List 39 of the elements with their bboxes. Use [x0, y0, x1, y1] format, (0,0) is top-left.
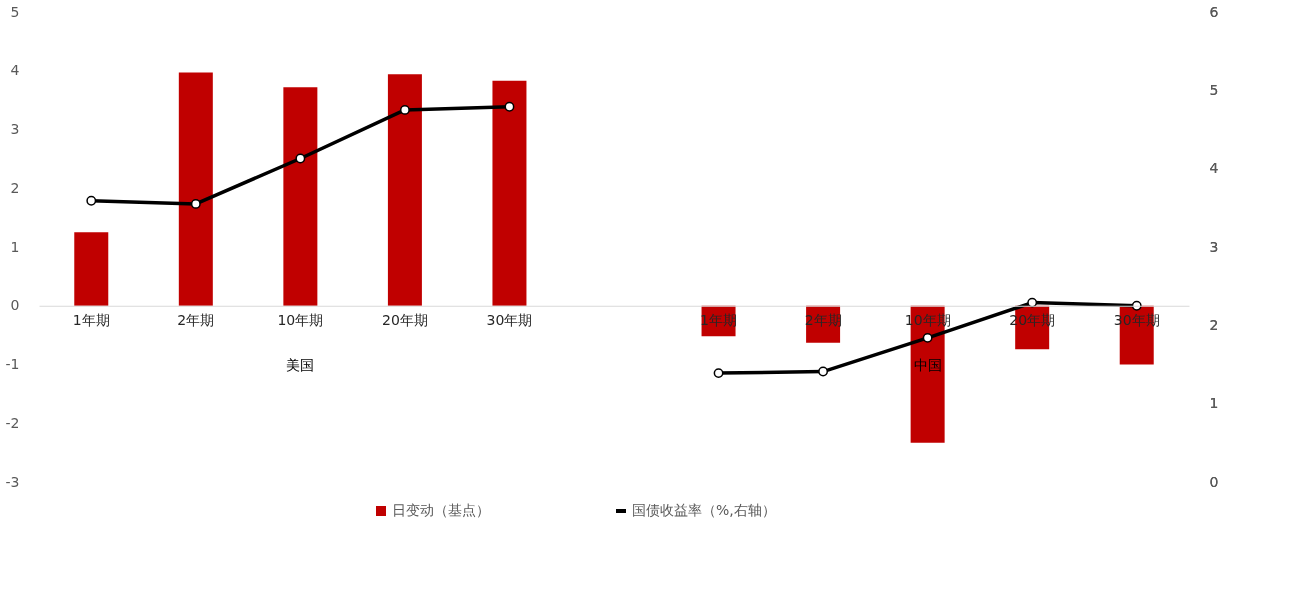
- point: [190, 198, 201, 209]
- point: [86, 195, 97, 206]
- y2-tick-label: 3: [1209, 238, 1219, 255]
- y-tick-label: 2: [10, 179, 20, 196]
- x-tick-label: 1年期: [72, 312, 110, 329]
- point: [504, 101, 515, 112]
- bar: [178, 72, 213, 306]
- point: [713, 368, 724, 379]
- point: [922, 332, 933, 343]
- point: [295, 153, 306, 164]
- y-tick-label: 4: [10, 62, 20, 79]
- bar: [283, 87, 318, 306]
- annotation: 美国: [286, 356, 315, 373]
- bar: [492, 80, 527, 306]
- y-tick-label: 1: [10, 238, 20, 255]
- y2-tick-label: 2: [1209, 316, 1219, 333]
- legend-label: 国债收益率（%,右轴）: [632, 502, 776, 518]
- y2-tick-label: 5: [1209, 81, 1219, 98]
- x-tick-label: 2年期: [177, 312, 215, 329]
- annotation: 中国: [913, 356, 942, 373]
- x-tick-label: 20年期: [382, 312, 428, 329]
- point: [399, 104, 410, 115]
- y-tick-label: -3: [5, 473, 20, 490]
- point: [818, 366, 829, 377]
- bar: [387, 74, 422, 306]
- y-tick-label: -1: [5, 356, 20, 372]
- bar: [74, 232, 109, 306]
- y-tick-label: 5: [10, 3, 20, 20]
- y-tick-label: -2: [5, 414, 20, 431]
- y-tick-label: 0: [10, 297, 20, 314]
- y-tick-label: 3: [10, 121, 20, 137]
- point: [1027, 297, 1038, 308]
- y2-tick-label: 0: [1209, 473, 1219, 490]
- x-tick-label: 30年期: [486, 312, 533, 329]
- y2-tick-label: 1: [1209, 395, 1219, 412]
- x-tick-label: 10年期: [277, 312, 324, 329]
- legend-label: 日变动（基点）: [392, 502, 490, 518]
- y2-tick-label: 6: [1209, 3, 1219, 20]
- y2-tick-label: 4: [1209, 160, 1219, 177]
